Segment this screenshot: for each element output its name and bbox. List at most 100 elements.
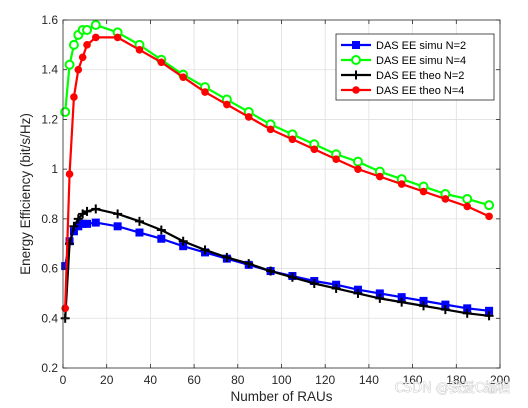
data-point-plus <box>484 311 494 321</box>
data-point-circle <box>352 156 363 167</box>
x-tick-label: 140 <box>359 373 379 387</box>
data-point-dot <box>179 73 187 81</box>
data-point-dot <box>485 212 493 221</box>
x-tick-label: 80 <box>231 373 245 387</box>
data-point-dot <box>266 125 275 134</box>
data-point-plus <box>134 216 144 226</box>
x-tick-label: 0 <box>60 373 67 387</box>
data-point-plus <box>113 209 123 219</box>
data-point-circle <box>60 106 71 117</box>
x-tick-label: 40 <box>144 373 158 387</box>
legend-label: DAS EE simu N=4 <box>376 55 466 67</box>
y-tick-label: 1.6 <box>41 13 58 27</box>
y-tick-label: 0.8 <box>41 212 58 226</box>
x-tick-label: 20 <box>100 373 114 387</box>
y-tick-label: 1.4 <box>41 63 58 77</box>
data-point-dot <box>135 46 144 54</box>
y-tick-label: 0.6 <box>41 262 58 276</box>
data-point-dot <box>113 33 122 42</box>
data-point-dot <box>354 165 362 173</box>
data-point-circle <box>64 59 75 70</box>
data-point-dot <box>70 93 78 101</box>
data-point-plus <box>353 288 363 298</box>
legend-item-2: DAS EE simu N=4 <box>341 55 466 67</box>
data-point-circle <box>462 193 473 204</box>
data-point-dot <box>78 53 87 62</box>
data-point-square <box>352 41 360 49</box>
y-tick-label: 0.4 <box>41 311 58 325</box>
x-axis-label: Number of RAUs <box>230 389 332 404</box>
data-point-plus <box>200 245 210 255</box>
data-point-square <box>91 218 100 227</box>
y-tick-label: 1 <box>51 162 58 176</box>
data-point-dot <box>65 170 74 178</box>
data-point-plus <box>82 206 92 216</box>
data-point-dot <box>288 135 297 144</box>
x-tick-label: 200 <box>490 373 510 387</box>
data-point-plus <box>69 221 79 231</box>
y-axis-label: Energy Efficiency (bit/s/Hz) <box>18 113 33 275</box>
x-tick-label: 100 <box>271 373 291 387</box>
ticks: 0 20 40 60 80 100 120 140 160 180 200 0.2 0.4 0.6 0.8 1… <box>41 13 510 387</box>
data-point-dot <box>332 155 340 163</box>
data-point-plus <box>440 305 450 315</box>
legend-label: DAS EE simu N=2 <box>376 40 466 52</box>
watermark-text: CSDN @我爱C编程 <box>395 381 510 396</box>
data-point-circle <box>351 55 361 65</box>
data-point-plus <box>244 259 254 269</box>
data-point-square <box>113 222 122 231</box>
series-4 <box>61 33 493 313</box>
data-point-plus <box>73 214 83 224</box>
legend-item-1: DAS EE simu N=2 <box>341 40 466 52</box>
data-point-dot <box>74 65 83 74</box>
y-tick-label: 1.2 <box>41 112 58 126</box>
x-tick-label: 120 <box>315 373 335 387</box>
x-tick-label: 60 <box>187 373 201 387</box>
data-point-dot <box>223 100 231 109</box>
data-point-plus <box>462 308 472 318</box>
legend-item-3: DAS EE theo N=2 <box>341 70 464 82</box>
data-point-dot <box>310 145 319 154</box>
legend-item-4: DAS EE theo N=4 <box>341 85 464 97</box>
data-point-dot <box>376 172 384 181</box>
data-point-plus <box>419 301 429 311</box>
data-point-plus <box>91 204 101 214</box>
data-point-dot <box>441 195 450 203</box>
data-point-dot <box>83 41 91 49</box>
data-point-dot <box>61 304 69 313</box>
data-point-circle <box>82 24 93 35</box>
data-point-plus <box>375 293 385 303</box>
legend-label: DAS EE theo N=4 <box>376 85 464 97</box>
data-point-dot <box>201 88 209 96</box>
data-point-dot <box>244 113 253 121</box>
data-point-plus <box>222 252 232 262</box>
y-tick-label: 0.2 <box>41 361 58 375</box>
data-point-dot <box>397 180 406 188</box>
data-point-plus <box>178 236 188 246</box>
data-point-dot <box>463 202 472 211</box>
grid <box>63 20 500 368</box>
data-point-circle <box>68 39 79 50</box>
data-point-plus <box>266 266 276 276</box>
x-tick-label: 180 <box>446 373 466 387</box>
data-point-plus <box>351 70 361 80</box>
x-tick-label: 160 <box>403 373 423 387</box>
data-point-plus <box>331 283 341 293</box>
series-layer <box>60 19 495 323</box>
data-point-square <box>135 228 144 237</box>
data-point-dot <box>91 33 100 42</box>
data-point-plus <box>309 278 319 288</box>
data-point-circle <box>484 200 495 211</box>
data-point-dot <box>352 86 360 94</box>
data-point-dot <box>157 58 166 67</box>
data-point-circle <box>90 19 101 30</box>
data-point-plus <box>287 272 297 282</box>
data-point-square <box>157 234 166 243</box>
data-point-dot <box>419 187 428 196</box>
legend: DAS EE simu N=2 DAS EE simu N=4 DAS EE the… <box>335 33 495 101</box>
legend-label: DAS EE theo N=2 <box>376 70 464 82</box>
data-point-plus <box>156 225 166 235</box>
data-point-square <box>83 219 92 228</box>
data-point-plus <box>397 297 407 307</box>
